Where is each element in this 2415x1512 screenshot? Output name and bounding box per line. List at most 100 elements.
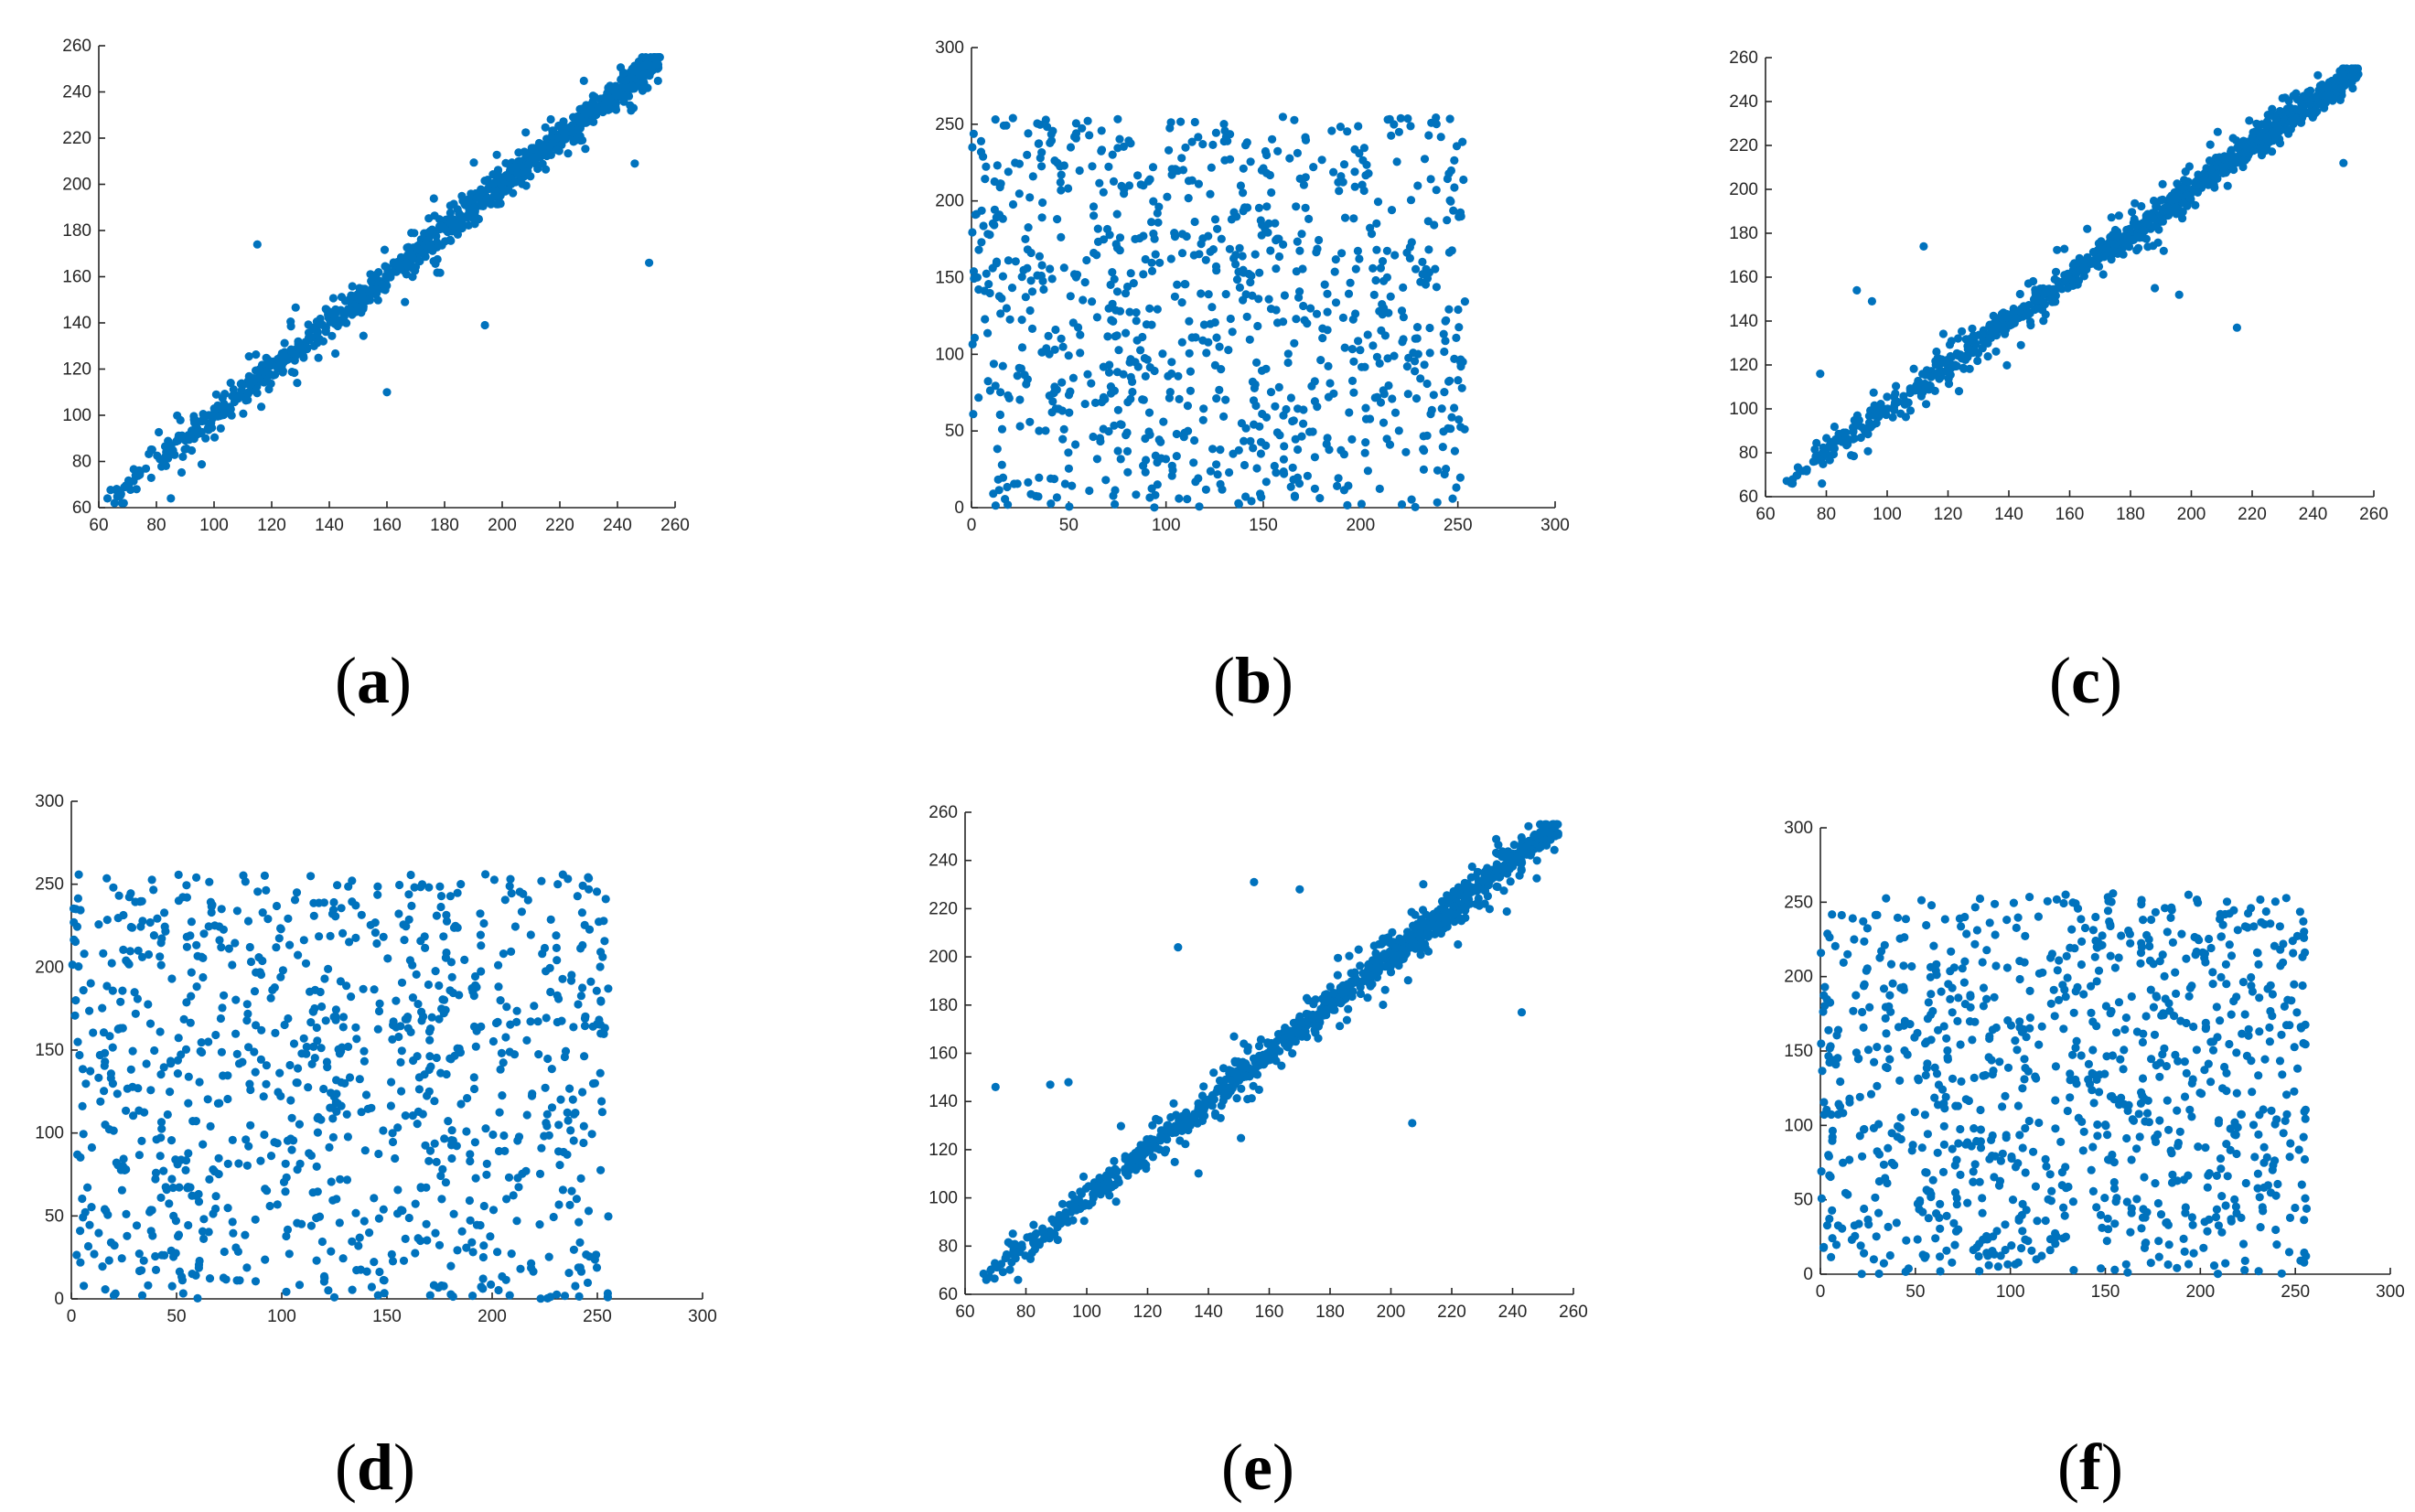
data-point [1026, 276, 1036, 285]
data-point [204, 922, 213, 931]
data-point [201, 434, 210, 443]
data-point [396, 264, 405, 273]
data-point [114, 891, 123, 900]
data-point [1273, 146, 1283, 155]
data-point [290, 895, 300, 905]
data-point [134, 946, 143, 955]
data-point [1371, 958, 1380, 967]
data-point [1243, 1095, 1252, 1104]
axes: 60 80 100 120 140 160 180 200 220 240 260608010012… [928, 803, 1588, 1322]
data-point [2252, 119, 2261, 128]
data-point [1316, 356, 1326, 365]
data-point [2075, 257, 2084, 266]
data-point [445, 892, 455, 901]
data-point [463, 1094, 472, 1103]
data-point [122, 1106, 131, 1115]
data-point [1247, 271, 1256, 281]
data-point [229, 385, 238, 394]
data-point [406, 870, 415, 880]
data-point [251, 1215, 260, 1224]
data-point [1411, 357, 1420, 366]
data-point [126, 1065, 135, 1074]
data-point [1323, 307, 1332, 316]
data-point [338, 928, 348, 938]
data-point [217, 402, 226, 411]
data-point [156, 1193, 166, 1202]
data-point [1254, 295, 1263, 304]
data-point [363, 295, 372, 306]
data-point [145, 1019, 156, 1028]
data-point [1202, 349, 1211, 358]
data-point [430, 1139, 439, 1148]
data-point [1802, 465, 1811, 474]
data-point [1246, 157, 1255, 166]
y-tick-label: 200 [35, 958, 64, 977]
data-point [187, 968, 196, 977]
data-point [1340, 343, 1349, 352]
data-point [537, 876, 546, 885]
data-point [1083, 116, 1092, 125]
data-point [1075, 166, 1084, 176]
data-point [359, 984, 368, 993]
data-point [997, 460, 1006, 469]
data-point [425, 1035, 435, 1045]
data-point [262, 1061, 271, 1070]
data-point [470, 1138, 480, 1147]
data-point [1068, 373, 1078, 382]
data-point [1208, 303, 1217, 312]
data-point [1421, 939, 1430, 949]
data-point [990, 205, 999, 214]
data-point [432, 1157, 441, 1166]
data-point [166, 1056, 176, 1066]
data-point [497, 1048, 507, 1057]
data-point [260, 1130, 269, 1140]
data-point [1247, 497, 1256, 506]
data-point [426, 1062, 435, 1071]
data-point [81, 1079, 91, 1088]
data-point [101, 1285, 110, 1294]
data-point [1224, 346, 1233, 355]
data-point [431, 1228, 440, 1238]
y-tick-label: 180 [1729, 224, 1758, 243]
data-point [439, 932, 448, 941]
data-point [1369, 290, 1379, 299]
data-point [361, 1090, 371, 1099]
data-point [982, 269, 991, 278]
data-point [2262, 123, 2271, 132]
data-point [576, 992, 586, 1001]
data-point [292, 888, 302, 897]
data-point [534, 1050, 543, 1059]
data-point [184, 1099, 193, 1108]
data-point [1115, 134, 1124, 144]
data-point [285, 1060, 295, 1070]
data-point [1167, 461, 1176, 470]
data-point [312, 1256, 321, 1265]
data-point [1103, 332, 1112, 341]
data-point [265, 1201, 274, 1211]
data-point [338, 1013, 349, 1022]
data-point [1326, 982, 1335, 992]
data-point [1025, 306, 1035, 316]
data-point [1221, 290, 1230, 299]
data-point [1816, 370, 1825, 379]
data-point [1024, 129, 1033, 138]
data-point [1315, 494, 1325, 503]
data-point [554, 1121, 564, 1130]
data-point [1065, 1200, 1074, 1209]
data-point [569, 1023, 578, 1032]
data-point [1430, 220, 1439, 230]
data-point [1242, 312, 1251, 321]
data-point [1149, 197, 1158, 206]
data-point [210, 433, 220, 442]
data-point [262, 885, 271, 895]
data-point [337, 293, 347, 302]
data-point [1041, 115, 1050, 124]
data-point [245, 376, 254, 385]
data-point [167, 1281, 177, 1291]
data-point [1035, 139, 1044, 148]
data-point [353, 306, 362, 315]
data-point [1151, 451, 1160, 460]
data-point [1436, 133, 1445, 142]
data-point [499, 949, 509, 959]
data-point [2137, 201, 2146, 211]
